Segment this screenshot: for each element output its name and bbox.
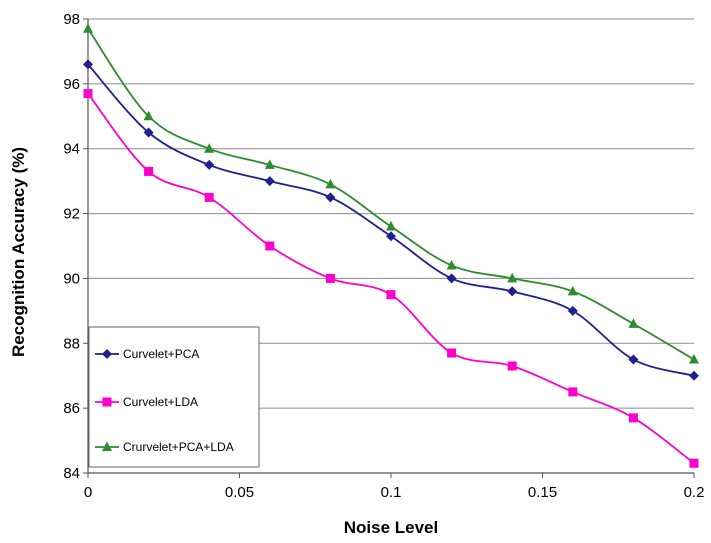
data-point-curvelet-lda: [144, 166, 154, 176]
legend-box: [88, 326, 260, 468]
y-tick-label: 98: [63, 11, 80, 28]
legend-swatch-marker: [102, 397, 112, 407]
data-point-crurvelet-pca-lda: [689, 354, 699, 364]
legend: Curvelet+PCA Curvelet+LDA Crurvelet+PCA+LD…: [88, 326, 260, 468]
data-point-curvelet-lda: [628, 413, 638, 423]
data-point-crurvelet-pca-lda: [507, 272, 518, 283]
data-point-curvelet-pca: [325, 192, 336, 203]
data-point-curvelet-pca: [204, 159, 215, 170]
data-point-crurvelet-pca-lda: [446, 259, 457, 270]
y-tick-label: 86: [63, 400, 80, 417]
data-point-curvelet-pca: [264, 176, 275, 187]
data-point-curvelet-pca: [507, 286, 518, 297]
data-point-curvelet-pca: [689, 370, 699, 381]
y-tick-label: 96: [63, 76, 80, 93]
x-axis-title: Noise Level: [344, 518, 439, 537]
data-point-crurvelet-pca-lda: [628, 318, 639, 328]
legend-label: Crurvelet+PCA+LDA: [123, 440, 234, 454]
data-point-curvelet-pca: [628, 354, 639, 365]
series-line-crurvelet-pca-lda: [87, 28, 695, 361]
y-axis-title: Recognition Accuracy (%): [9, 147, 28, 357]
data-point-curvelet-lda: [386, 290, 396, 300]
y-tick-label: 84: [63, 465, 80, 482]
legend-label: Curvelet+PCA: [123, 347, 199, 361]
data-point-curvelet-pca: [143, 127, 154, 138]
data-point-curvelet-lda: [204, 192, 214, 202]
data-point-curvelet-lda: [447, 348, 457, 358]
data-point-crurvelet-pca-lda: [325, 178, 336, 189]
data-point-curvelet-pca: [83, 59, 93, 70]
data-point-crurvelet-pca-lda: [204, 143, 215, 153]
x-tick-label: 0.15: [528, 484, 557, 501]
data-point-curvelet-lda: [325, 273, 335, 283]
data-point-curvelet-lda: [507, 361, 517, 371]
y-tick-label: 92: [63, 206, 80, 223]
x-tick-label: 0.05: [225, 484, 254, 501]
x-tick-label: 0.2: [684, 484, 705, 501]
series-curvelet-pca: [83, 59, 699, 381]
data-point-crurvelet-pca-lda: [83, 23, 93, 33]
data-point-crurvelet-pca-lda: [386, 221, 396, 231]
data-point-curvelet-pca: [567, 305, 578, 316]
series-crurvelet-pca-lda: [83, 23, 699, 364]
series-lines: [83, 23, 699, 468]
x-tick-label: 0: [84, 484, 92, 501]
data-point-curvelet-lda: [265, 241, 275, 251]
series-curvelet-lda: [83, 89, 699, 468]
data-point-crurvelet-pca-lda: [264, 159, 275, 169]
data-point-curvelet-lda: [568, 387, 578, 397]
y-tick-label: 94: [63, 141, 80, 158]
data-point-crurvelet-pca-lda: [567, 285, 578, 296]
y-tick-label: 88: [63, 335, 80, 352]
legend-swatch-marker: [102, 441, 112, 451]
data-point-curvelet-pca: [386, 231, 396, 242]
data-point-curvelet-lda: [83, 89, 93, 99]
legend-label: Curvelet+LDA: [123, 395, 198, 409]
legend-swatch-marker: [102, 349, 112, 359]
y-tick-label: 90: [63, 270, 80, 287]
tick-labels: 84 86 88 90 92 94 96 98 0 0.05 0.1 0.15 0.2: [63, 11, 704, 501]
data-point-curvelet-lda: [689, 458, 699, 468]
x-tick-label: 0.1: [381, 484, 402, 501]
data-point-crurvelet-pca-lda: [143, 110, 154, 121]
data-point-curvelet-pca: [446, 273, 457, 284]
